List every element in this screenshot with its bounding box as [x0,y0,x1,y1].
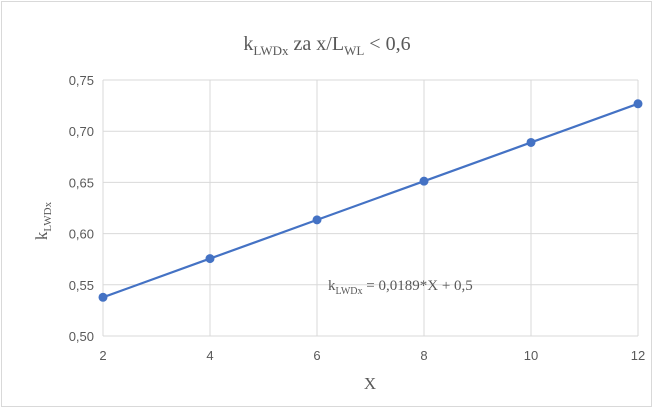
x-axis-label: X [364,374,376,393]
grid-lines [102,79,639,337]
y-tick-label: 0,70 [69,124,94,139]
x-axis-tick-labels: 2 4 6 8 10 12 [99,348,645,363]
x-tick-label: 10 [524,348,538,363]
chart-title: kLWDx za x/LWL < 0,6 [243,33,410,58]
data-point [526,137,536,147]
data-point [205,254,215,264]
y-tick-label: 0,50 [69,329,94,344]
y-axis-tick-labels: 0,50 0,55 0,60 0,65 0,70 0,75 [69,73,94,344]
series-line [102,102,639,299]
data-point [633,99,643,109]
data-point [312,215,322,225]
equation-annotation: kLWDx = 0,0189*X + 0,5 [328,278,473,297]
series-line-group [98,99,643,302]
y-tick-label: 0,55 [69,278,94,293]
x-tick-label: 12 [631,348,645,363]
data-point [419,176,429,186]
data-point [98,292,108,302]
x-tick-label: 2 [99,348,106,363]
y-axis-label: kLWDx [32,201,54,240]
y-tick-label: 0,75 [69,73,94,88]
y-tick-label: 0,60 [69,227,94,242]
y-tick-label: 0,65 [69,175,94,190]
x-tick-label: 6 [313,348,320,363]
x-tick-label: 4 [206,348,213,363]
x-tick-label: 8 [420,348,427,363]
